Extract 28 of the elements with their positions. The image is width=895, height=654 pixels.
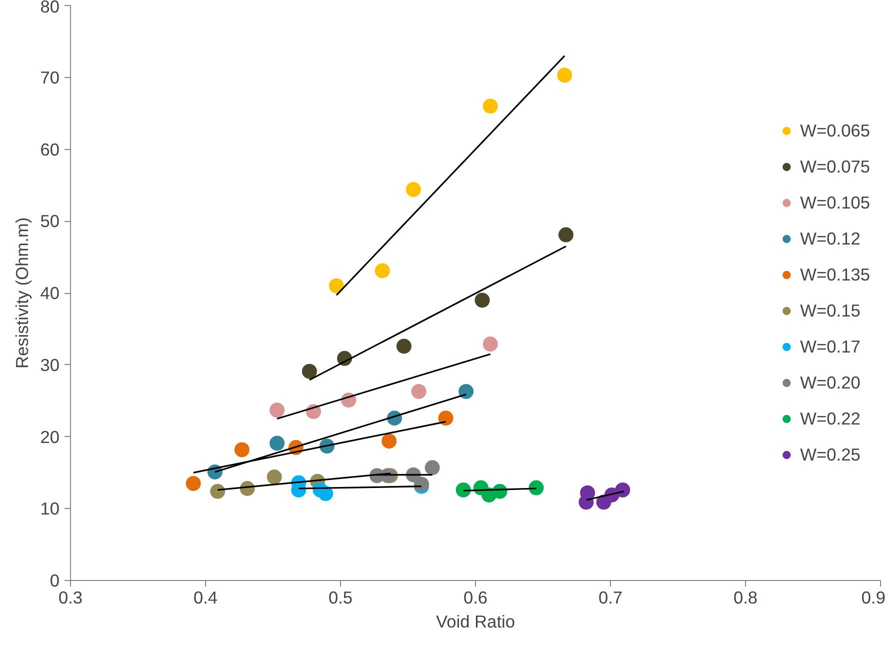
- x-tick-label: 0.3: [58, 588, 83, 608]
- x-tick-label: 0.7: [598, 588, 623, 608]
- legend-label: W=0.12: [800, 228, 860, 249]
- y-tick-label: 10: [40, 498, 60, 519]
- legend-label: W=0.135: [800, 264, 870, 285]
- x-tick-label: 0.4: [193, 588, 218, 608]
- legend-label: W=0.065: [800, 120, 870, 141]
- y-tick-label: 40: [40, 283, 60, 303]
- y-tick-label: 0: [50, 570, 60, 590]
- y-axis-title: Resistivity (Ohm.m): [12, 217, 32, 369]
- legend-label: W=0.25: [800, 444, 860, 465]
- legend-label: W=0.17: [800, 336, 860, 357]
- x-tick-label: 0.9: [861, 588, 886, 608]
- x-axis-title: Void Ratio: [436, 612, 516, 632]
- y-tick-label: 20: [40, 426, 60, 447]
- legend-label: W=0.075: [800, 156, 870, 177]
- y-tick-label: 50: [40, 211, 60, 232]
- y-tick-label: 80: [40, 0, 60, 16]
- legend-label: W=0.22: [800, 408, 860, 429]
- legend-label: W=0.15: [800, 300, 860, 321]
- y-tick-label: 30: [40, 354, 60, 375]
- legend-label: W=0.105: [800, 192, 870, 213]
- x-tick-label: 0.5: [328, 588, 353, 608]
- x-tick-label: 0.6: [463, 588, 488, 608]
- y-tick-label: 70: [40, 67, 60, 88]
- x-tick-label: 0.8: [733, 588, 758, 608]
- y-tick-label: 60: [40, 139, 60, 160]
- legend-label: W=0.20: [800, 372, 860, 393]
